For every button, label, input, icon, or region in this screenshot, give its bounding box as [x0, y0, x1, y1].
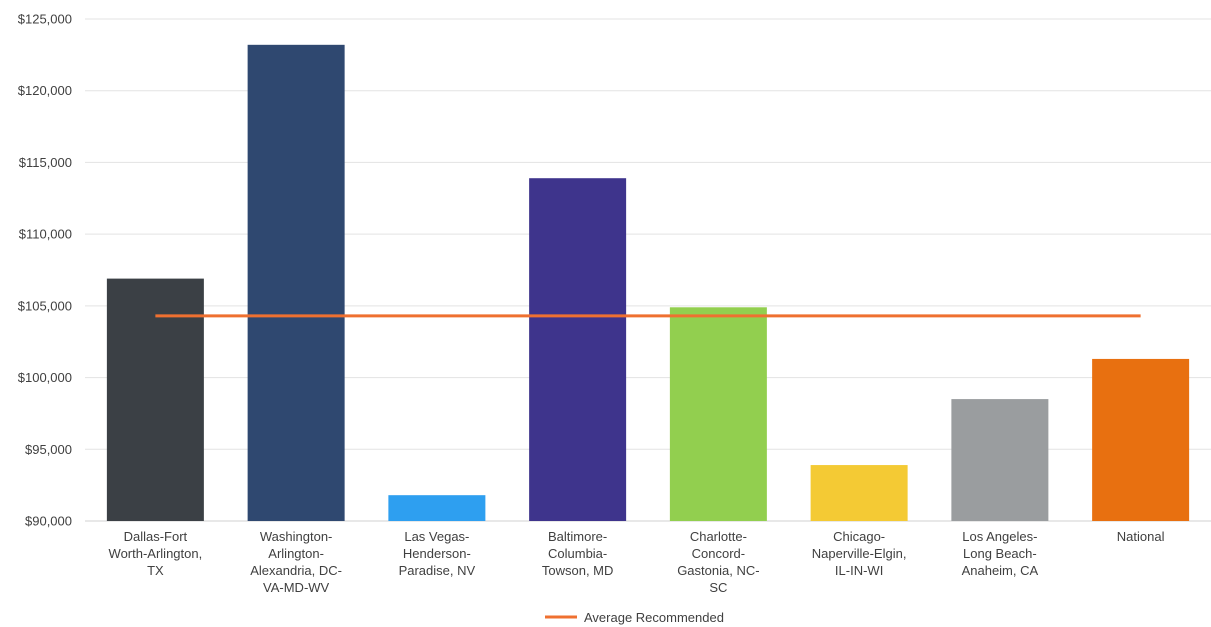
y-tick-label: $100,000 [18, 370, 72, 385]
bar [106, 278, 204, 521]
x-category-label: Charlotte-Concord-Gastonia, NC-SC [677, 529, 759, 595]
x-category-label: National [1117, 529, 1165, 544]
x-category-label: Dallas-Fort Worth-Arlington, TX [109, 529, 203, 578]
y-tick-label: $120,000 [18, 83, 72, 98]
y-tick-label: $95,000 [25, 442, 72, 457]
y-tick-label: $105,000 [18, 298, 72, 313]
legend: Average Recommended [545, 610, 724, 625]
bar [810, 465, 908, 521]
bar [529, 178, 627, 521]
y-tick-label: $125,000 [18, 12, 72, 27]
x-category-label: Baltimore-Columbia-Towson, MD [542, 529, 614, 578]
y-tick-label: $110,000 [19, 227, 72, 242]
x-axis-categories: Dallas-Fort Worth-Arlington, TX Washington-… [109, 529, 1165, 595]
y-tick-label: $90,000 [25, 514, 72, 529]
x-category-label: Los Angeles-Long Beach-Anaheim, CA [962, 529, 1039, 578]
x-category-label: Las Vegas-Henderson-Paradise, NV [399, 529, 476, 578]
bars [106, 44, 1190, 522]
bar [669, 307, 767, 521]
legend-label-average-recommended: Average Recommended [584, 610, 724, 625]
bar [388, 495, 486, 521]
y-tick-label: $115,000 [19, 155, 72, 170]
y-axis-ticks: $90,000 $95,000 $100,000 $105,000 $110,000 $1… [18, 12, 72, 529]
x-category-label: Washington-Arlington-Alexandria, DC-VA-M… [250, 529, 342, 595]
x-category-label: Chicago-Naperville-Elgin, IL-IN-WI [812, 529, 907, 578]
bar [951, 399, 1049, 521]
bar [247, 44, 345, 522]
bar [1092, 358, 1190, 521]
